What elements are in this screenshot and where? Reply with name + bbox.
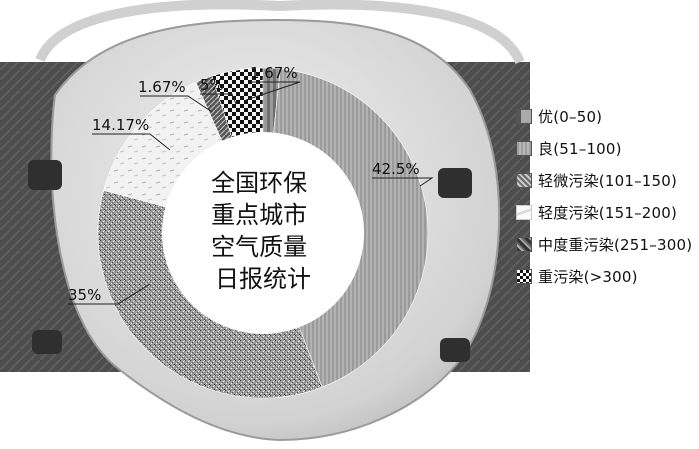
- legend-item-liang: 良(51–100): [516, 132, 692, 164]
- legend-swatch-good: [516, 108, 532, 124]
- legend-label-heavy: 重污染(>300): [538, 267, 638, 286]
- legend-item-mild: 轻度污染(151–200): [516, 196, 692, 228]
- center-title-line-2: 重点城市: [211, 201, 307, 229]
- legend-label-good: 优(0–50): [538, 107, 603, 126]
- legend-label-liang: 良(51–100): [538, 139, 622, 158]
- legend: 优(0–50) 良(51–100) 轻微污染(101–150) 轻度污染(151…: [516, 100, 692, 292]
- slice-label-heavy: 5%: [200, 76, 224, 94]
- legend-label-moderate-heavy: 中度重污染(251–300): [538, 235, 693, 254]
- slice-label-slight: 35%: [68, 286, 101, 304]
- leader-line-2: [245, 81, 301, 101]
- mask-headband: [35, 0, 525, 65]
- slice-label-mild: 14.17%: [92, 116, 149, 134]
- leader-line-3: [92, 133, 171, 151]
- donut-hole: [162, 132, 364, 334]
- center-title-line-4: 日报统计: [215, 265, 311, 293]
- mask-clip-right-top: [438, 168, 472, 198]
- legend-label-mild: 轻度污染(151–200): [538, 203, 678, 222]
- mask-clip-right-bottom: [440, 338, 470, 362]
- legend-swatch-moderate-heavy: [516, 236, 532, 252]
- legend-swatch-mild: [516, 204, 532, 220]
- leader-line-4: [372, 177, 434, 187]
- leader-line-1: [200, 93, 237, 105]
- center-title-line-3: 空气质量: [211, 233, 307, 261]
- leader-lines: [68, 81, 434, 305]
- legend-item-slight: 轻微污染(101–150): [516, 164, 692, 196]
- legend-item-moderate-heavy: 中度重污染(251–300): [516, 228, 692, 260]
- mask-clip-left-bottom: [32, 330, 62, 354]
- center-title-line-1: 全国环保: [211, 169, 307, 197]
- legend-label-slight: 轻微污染(101–150): [538, 171, 678, 190]
- slice-label-good: 1.67%: [138, 78, 186, 96]
- center-title: 全国环保 重点城市 空气质量 日报统计: [211, 169, 315, 293]
- slice-label-moderate-heavy: 1.67%: [250, 64, 298, 82]
- legend-item-good: 优(0–50): [516, 100, 692, 132]
- legend-item-heavy: 重污染(>300): [516, 260, 692, 292]
- slice-label-liang: 42.5%: [372, 160, 420, 178]
- legend-swatch-liang: [516, 140, 532, 156]
- legend-swatch-slight: [516, 172, 532, 188]
- mask-clip-left-top: [28, 160, 62, 190]
- legend-swatch-heavy: [516, 268, 532, 284]
- leader-line-5: [68, 283, 151, 305]
- leader-line-0: [140, 95, 213, 113]
